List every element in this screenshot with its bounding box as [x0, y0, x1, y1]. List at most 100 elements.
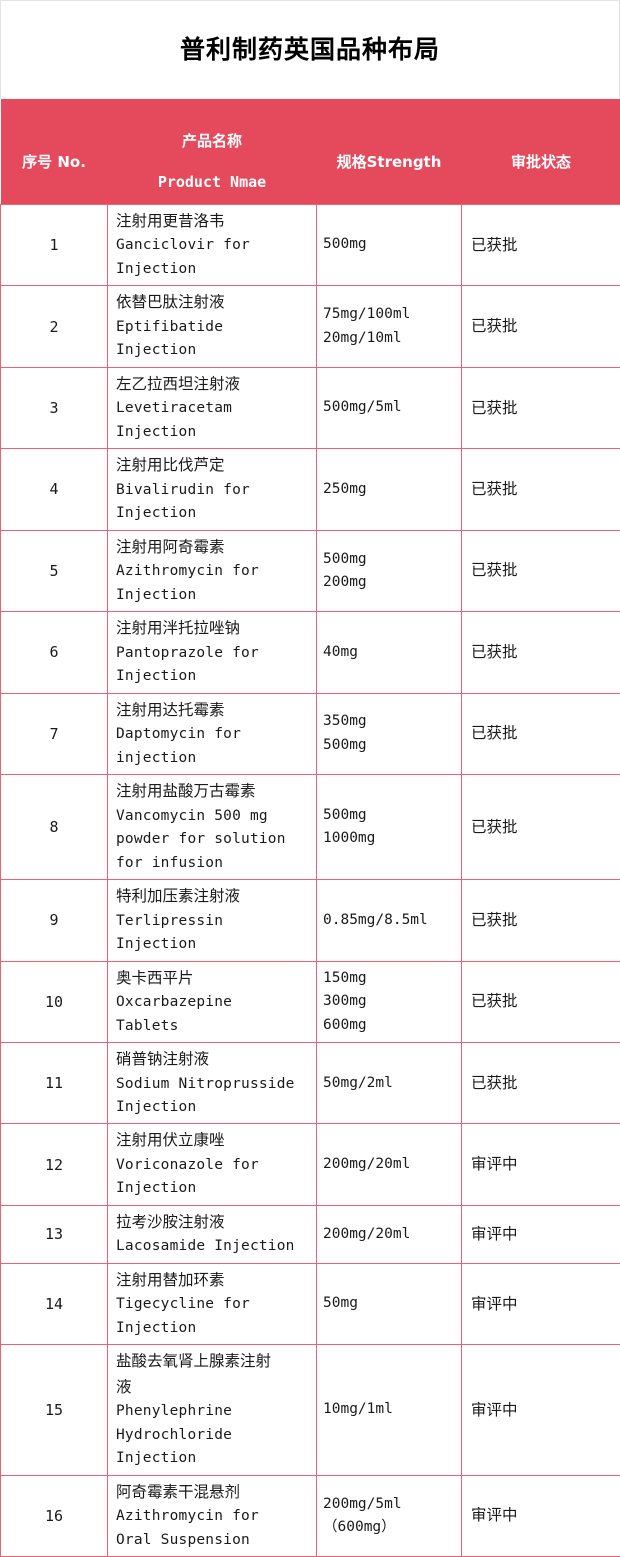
column-header-product-name-zh: 产品名称 [182, 132, 242, 150]
cell-approval-status: 已获批 [462, 449, 620, 530]
cell-no: 5 [1, 530, 108, 611]
product-name-zh: 特利加压素注射液 [116, 887, 240, 905]
cell-approval-status: 已获批 [462, 693, 620, 774]
cell-strength: 200mg/20ml [317, 1124, 462, 1205]
cell-approval-status: 审评中 [462, 1345, 620, 1475]
cell-no: 10 [1, 961, 108, 1042]
product-name-zh: 左乙拉西坦注射液 [116, 375, 240, 393]
cell-strength: 500mg/5ml [317, 367, 462, 448]
product-name-zh: 拉考沙胺注射液 [116, 1213, 225, 1231]
cell-no: 14 [1, 1263, 108, 1344]
cell-strength: 200mg/20ml [317, 1205, 462, 1263]
cell-product-name: 阿奇霉素干混悬剂 Azithromycin for Oral Suspension [108, 1475, 317, 1556]
cell-no: 9 [1, 880, 108, 961]
cell-no: 7 [1, 693, 108, 774]
column-header-status: 审批状态 [462, 99, 620, 205]
page-title: 普利制药英国品种布局 [180, 35, 440, 65]
cell-no: 16 [1, 1475, 108, 1556]
column-header-status-zh: 审批状态 [511, 153, 571, 171]
product-name-en: Azithromycin for Injection [116, 563, 259, 602]
product-name-en: Ganciclovir for Injection [116, 237, 250, 276]
cell-approval-status: 已获批 [462, 530, 620, 611]
cell-product-name: 拉考沙胺注射液 Lacosamide Injection [108, 1205, 317, 1263]
product-name-en: Voriconazole for Injection [116, 1157, 259, 1196]
column-header-strength-zh: 规格Strength [337, 153, 442, 171]
column-header-no-zh: 序号 No. [22, 153, 86, 171]
column-header-product-name-en: Product Nmae [158, 173, 266, 191]
title-band: 普利制药英国品种布局 [0, 0, 620, 99]
cell-product-name: 硝普钠注射液 Sodium Nitroprusside Injection [108, 1043, 317, 1124]
cell-approval-status: 审评中 [462, 1124, 620, 1205]
product-name-zh: 注射用盐酸万古霉素 [116, 782, 256, 800]
table-row: 9 特利加压素注射液 Terlipressin Injection 0.85mg/8.… [1, 880, 620, 961]
cell-product-name: 注射用替加环素 Tigecycline for Injection [108, 1263, 317, 1344]
cell-product-name: 注射用伏立康唑 Voriconazole for Injection [108, 1124, 317, 1205]
cell-strength: 500mg 200mg [317, 530, 462, 611]
cell-approval-status: 已获批 [462, 367, 620, 448]
product-name-zh: 盐酸去氧肾上腺素注射 液 [116, 1352, 271, 1395]
product-name-en: Terlipressin Injection [116, 913, 223, 952]
cell-approval-status: 已获批 [462, 775, 620, 880]
product-name-zh: 硝普钠注射液 [116, 1050, 209, 1068]
product-name-en: Eptifibatide Injection [116, 319, 223, 358]
product-name-zh: 注射用比伐芦定 [116, 456, 225, 474]
cell-strength: 500mg 1000mg [317, 775, 462, 880]
table-row: 16 阿奇霉素干混悬剂 Azithromycin for Oral Suspensi… [1, 1475, 620, 1556]
product-name-en: Pantoprazole for Injection [116, 645, 259, 684]
cell-approval-status: 已获批 [462, 286, 620, 367]
cell-no: 11 [1, 1043, 108, 1124]
product-name-en: Vancomycin 500 mg powder for solution fo… [116, 808, 286, 871]
cell-strength: 50mg/2ml [317, 1043, 462, 1124]
cell-no: 4 [1, 449, 108, 530]
cell-no: 8 [1, 775, 108, 880]
product-name-en: Oxcarbazepine Tablets [116, 994, 232, 1033]
cell-approval-status: 审评中 [462, 1205, 620, 1263]
cell-strength: 200mg/5ml （600mg） [317, 1475, 462, 1556]
table-row: 3 左乙拉西坦注射液 Levetiracetam Injection 500mg/5m… [1, 367, 620, 448]
table-row: 8 注射用盐酸万古霉素 Vancomycin 500 mg powder for s… [1, 775, 620, 880]
product-name-zh: 注射用更昔洛韦 [116, 212, 225, 230]
product-name-en: Levetiracetam Injection [116, 400, 232, 439]
product-name-zh: 阿奇霉素干混悬剂 [116, 1483, 240, 1501]
product-name-en: Tigecycline for Injection [116, 1296, 250, 1335]
product-name-zh: 注射用阿奇霉素 [116, 538, 225, 556]
cell-no: 1 [1, 205, 108, 286]
cell-approval-status: 已获批 [462, 961, 620, 1042]
table-header-row: 序号 No. 产品名称 Product Nmae 规格Strength 审批状态 [1, 99, 620, 205]
product-name-en: Phenylephrine Hydrochloride Injection [116, 1403, 232, 1466]
cell-strength: 250mg [317, 449, 462, 530]
cell-strength: 0.85mg/8.5ml [317, 880, 462, 961]
cell-no: 3 [1, 367, 108, 448]
table-header: 序号 No. 产品名称 Product Nmae 规格Strength 审批状态 [1, 99, 620, 205]
product-table: 序号 No. 产品名称 Product Nmae 规格Strength 审批状态… [0, 99, 620, 1557]
product-name-zh: 注射用伏立康唑 [116, 1131, 225, 1149]
cell-product-name: 盐酸去氧肾上腺素注射 液 Phenylephrine Hydrochloride … [108, 1345, 317, 1475]
product-name-en: Lacosamide Injection [116, 1238, 295, 1254]
cell-strength: 40mg [317, 612, 462, 693]
cell-strength: 50mg [317, 1263, 462, 1344]
cell-strength: 75mg/100ml 20mg/10ml [317, 286, 462, 367]
product-name-zh: 注射用替加环素 [116, 1271, 225, 1289]
cell-no: 6 [1, 612, 108, 693]
cell-no: 15 [1, 1345, 108, 1475]
cell-approval-status: 已获批 [462, 1043, 620, 1124]
product-name-en: Sodium Nitroprusside Injection [116, 1076, 295, 1115]
table-row: 5 注射用阿奇霉素 Azithromycin for Injection 500mg … [1, 530, 620, 611]
product-name-en: Azithromycin for Oral Suspension [116, 1508, 259, 1547]
cell-strength: 500mg [317, 205, 462, 286]
column-header-strength: 规格Strength [317, 99, 462, 205]
